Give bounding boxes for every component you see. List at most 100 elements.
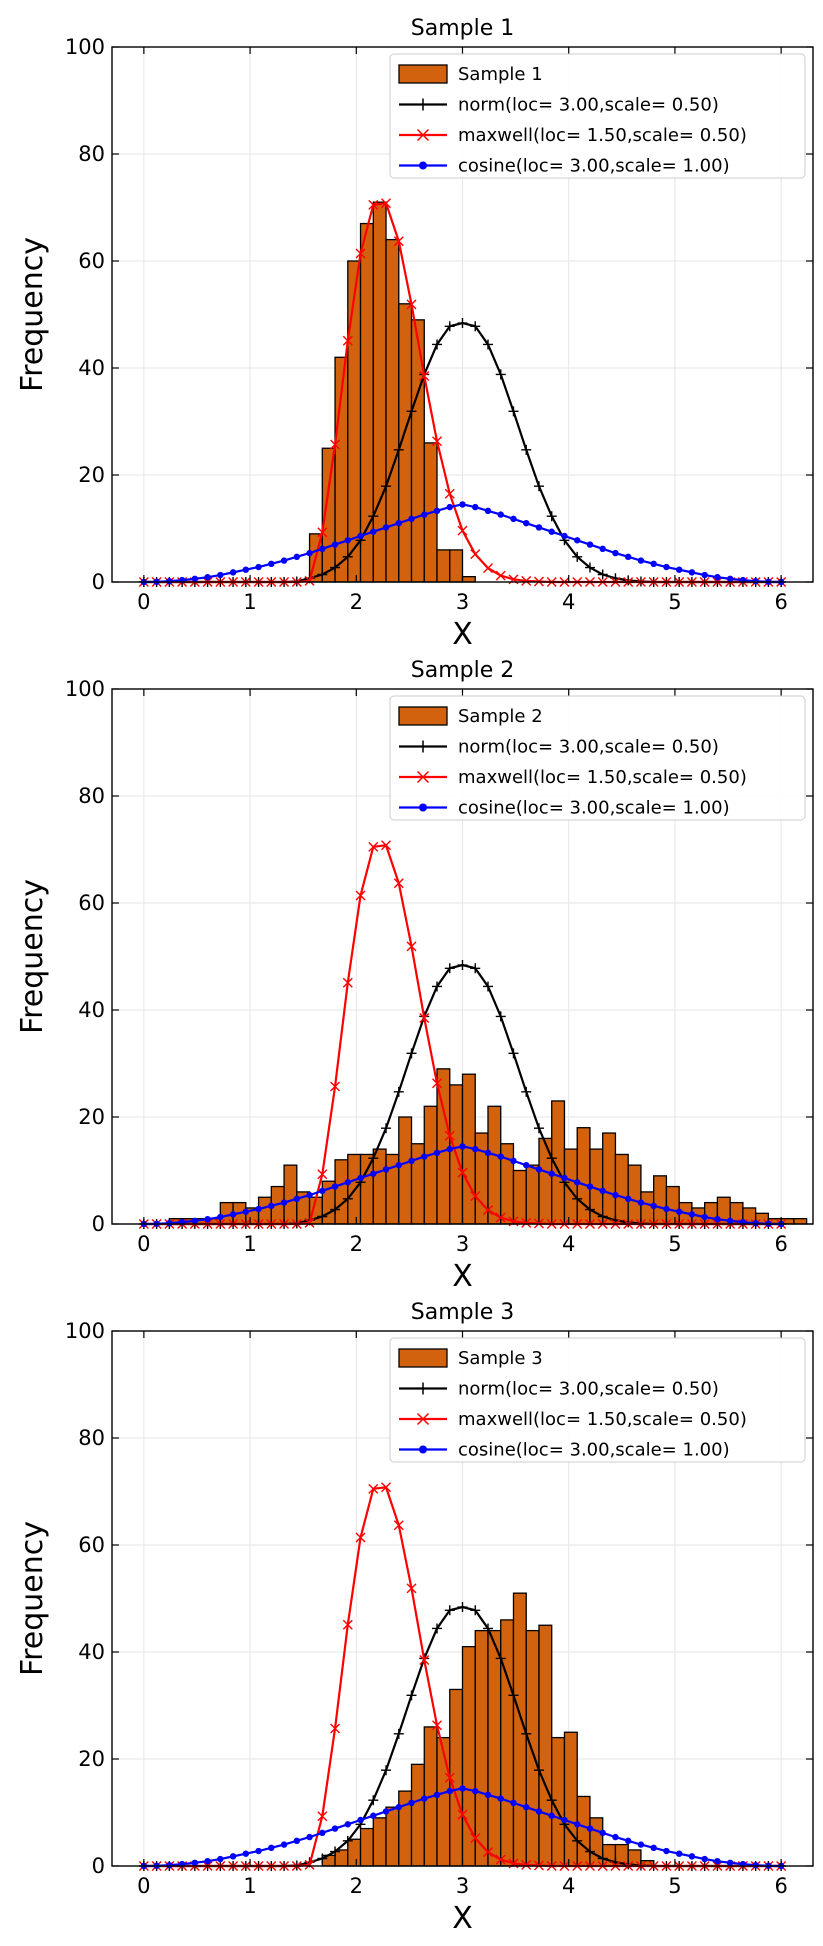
series-marker	[510, 1799, 517, 1807]
series-marker	[393, 1520, 404, 1531]
series-marker	[459, 1785, 466, 1792]
series-marker	[331, 541, 339, 548]
series-marker	[419, 371, 430, 382]
series-marker	[242, 566, 250, 573]
series-marker	[521, 444, 532, 455]
series-marker	[255, 563, 262, 571]
y-tick-label: 0	[92, 1854, 105, 1878]
series-marker	[472, 503, 479, 511]
chart-title: Sample 3	[411, 1300, 514, 1325]
series-marker	[482, 563, 493, 574]
x-axis-label: X	[452, 617, 473, 652]
series-marker	[714, 1857, 721, 1865]
series-marker	[495, 369, 506, 380]
histogram-bar	[525, 1164, 540, 1225]
series-marker	[584, 1846, 595, 1857]
x-tick-label: 0	[137, 1874, 150, 1898]
series-marker	[470, 549, 481, 560]
series-marker	[217, 571, 224, 579]
series-marker	[637, 1841, 645, 1848]
series-marker	[381, 840, 392, 851]
x-tick-label: 0	[137, 1232, 150, 1256]
y-tick-label: 20	[78, 1747, 105, 1771]
histogram-bar	[512, 1169, 527, 1225]
y-tick-label: 100	[65, 1319, 105, 1343]
series-marker	[726, 1859, 734, 1866]
series-marker	[368, 1153, 379, 1164]
series-marker	[419, 1013, 430, 1024]
series-marker	[472, 1145, 479, 1153]
series-marker	[482, 339, 493, 350]
series-marker	[623, 1217, 634, 1228]
series-marker	[293, 553, 301, 561]
x-tick-label: 2	[350, 1874, 363, 1898]
series-marker	[393, 236, 404, 247]
y-tick-label: 40	[78, 1640, 105, 1664]
series-marker	[688, 1853, 696, 1860]
series-marker	[484, 1791, 492, 1799]
histogram-bar	[385, 238, 400, 583]
series-marker	[344, 537, 351, 544]
series-marker	[457, 1809, 468, 1820]
series-marker	[433, 1149, 441, 1157]
series-marker	[406, 1583, 417, 1594]
series-marker	[342, 977, 353, 988]
series-marker	[521, 1086, 532, 1097]
series-marker	[586, 1183, 594, 1190]
series-marker	[663, 563, 670, 571]
legend-swatch	[398, 64, 448, 84]
series-marker	[637, 1199, 645, 1206]
series-marker	[432, 1078, 443, 1089]
series-marker	[342, 335, 353, 346]
x-tick-label: 4	[562, 1232, 575, 1256]
x-tick-label: 4	[562, 1874, 575, 1898]
series-marker	[533, 481, 544, 492]
series-marker	[586, 541, 594, 548]
legend-label: norm(loc= 3.00,scale= 0.50)	[458, 737, 719, 758]
chart-title: Sample 2	[411, 658, 514, 683]
y-tick-label: 60	[78, 891, 105, 915]
chart-title: Sample 1	[411, 16, 514, 41]
series-marker	[701, 1855, 708, 1863]
series-marker	[304, 1217, 315, 1228]
legend-marker	[417, 1382, 429, 1395]
series-marker	[432, 1720, 443, 1731]
series-marker	[370, 1812, 377, 1819]
series-marker	[497, 1153, 504, 1160]
series-marker	[342, 1193, 353, 1204]
series-marker	[470, 1605, 481, 1616]
legend: Sample 3 norm(loc= 3.00,scale= 0.50) maxwe…	[389, 1337, 806, 1463]
series-marker	[497, 1795, 504, 1802]
series-marker	[204, 1215, 211, 1223]
series-marker	[482, 981, 493, 992]
series-marker	[393, 878, 404, 889]
series-marker	[204, 1857, 211, 1865]
series-marker	[446, 1787, 453, 1795]
histogram-bar	[334, 1159, 349, 1225]
x-tick-label: 1	[243, 590, 256, 614]
series-marker	[229, 1853, 237, 1860]
series-marker	[255, 1847, 262, 1855]
series-marker	[317, 1169, 328, 1180]
series-marker	[408, 1799, 415, 1807]
x-tick-label: 2	[350, 1232, 363, 1256]
series-marker	[457, 1167, 468, 1178]
legend-label: maxwell(loc= 1.50,scale= 0.50)	[458, 767, 747, 788]
series-marker	[382, 1166, 390, 1173]
series-marker	[355, 890, 366, 901]
series-marker	[319, 1187, 326, 1195]
series-marker	[217, 1855, 224, 1863]
series-marker	[484, 1149, 492, 1157]
series-marker	[482, 1847, 493, 1858]
series-marker	[523, 519, 530, 527]
series-marker	[533, 1765, 544, 1776]
series-marker	[381, 1765, 392, 1776]
series-marker	[393, 1728, 404, 1739]
series-marker	[444, 1605, 455, 1616]
legend: Sample 1 norm(loc= 3.00,scale= 0.50) maxwe…	[389, 53, 806, 179]
histogram-bar	[665, 1185, 680, 1225]
series-marker	[368, 1795, 379, 1806]
series-marker	[381, 198, 392, 209]
series-marker	[497, 511, 504, 518]
